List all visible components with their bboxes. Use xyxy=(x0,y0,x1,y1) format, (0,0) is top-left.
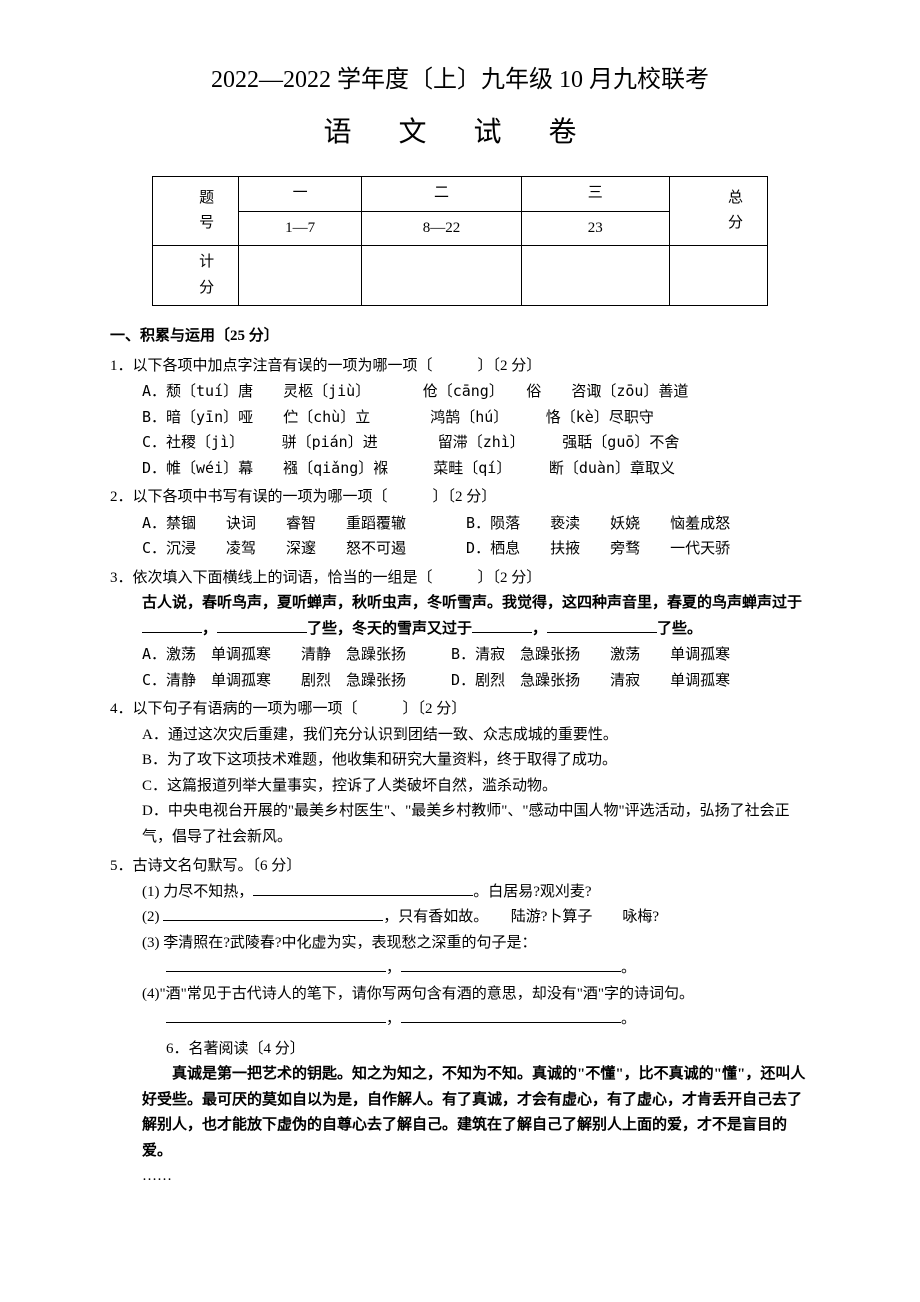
table-label-row1: 题 xyxy=(199,190,214,206)
q1-option-c: C．社稷〔jì〕 骈〔pián〕进 留滞〔zhì〕 强聒〔guō〕不舍 xyxy=(142,430,810,456)
q5-sub3-blank-2 xyxy=(401,971,621,972)
q4-option-c: C．这篇报道列举大量事实，控诉了人类破坏自然，滥杀动物。 xyxy=(142,774,810,800)
score-label-2: 分 xyxy=(199,280,214,296)
q5-sub4-blanks: ，。 xyxy=(110,1007,810,1033)
question-3: 3．依次填入下面横线上的词语，恰当的一组是〔 〕〔2 分〕 古人说，春听鸟声，夏… xyxy=(110,566,810,694)
q5-sub3-blank-1 xyxy=(166,971,386,972)
question-5: 5．古诗文名句默写。〔6 分〕 (1) 力尽不知热， 。白居易?观刈麦? (2) … xyxy=(110,854,810,1033)
q5-sub4-period: 。 xyxy=(621,1011,636,1027)
q1-option-b: B．暗〔yīn〕哑 伫〔chù〕立 鸿鹄〔hú〕 恪〔kè〕尽职守 xyxy=(142,405,810,431)
q3-blank-4 xyxy=(547,632,657,633)
q5-sub1: (1) 力尽不知热， 。白居易?观刈麦? xyxy=(110,880,810,906)
q3-blank-1 xyxy=(142,632,202,633)
q5-stem: 5．古诗文名句默写。〔6 分〕 xyxy=(110,854,810,880)
q5-sub3-comma: ， xyxy=(386,960,401,976)
score-cell-3 xyxy=(521,246,669,306)
q5-sub4-blank-2 xyxy=(401,1022,621,1023)
col-3-header: 三 xyxy=(521,177,669,212)
q1-stem: 1．以下各项中加点字注音有误的一项为哪一项〔 〕〔2 分〕 xyxy=(110,354,810,380)
q3-passage-prefix: 古人说，春听鸟声，夏听蝉声，秋听虫声，冬听雪声。我觉得，这四种声音里，春夏的鸟声… xyxy=(142,595,802,611)
q3-mid2: 了些，冬天的雪声又过于 xyxy=(307,621,472,637)
q5-sub2-suffix: ，只有香如故。 陆游?卜算子 咏梅? xyxy=(383,909,659,925)
q5-sub3-blanks: ，。 xyxy=(110,956,810,982)
question-6: 6．名著阅读〔4 分〕 真诚是第一把艺术的钥匙。知之为知之，不知为不知。真诚的"… xyxy=(110,1037,810,1190)
q3-c1: ， xyxy=(202,621,217,637)
q2-stem: 2．以下各项中书写有误的一项为哪一项〔 〕〔2 分〕 xyxy=(110,485,810,511)
q5-sub1-blank xyxy=(253,895,473,896)
q6-stem: 6．名著阅读〔4 分〕 xyxy=(110,1037,810,1063)
q3-passage: 古人说，春听鸟声，夏听蝉声，秋听虫声，冬听雪声。我觉得，这四种声音里，春夏的鸟声… xyxy=(110,591,810,642)
col-1-header: 一 xyxy=(239,177,362,212)
exam-title-main: 2022—2022 学年度〔上〕九年级 10 月九校联考 xyxy=(110,60,810,101)
question-4: 4．以下句子有语病的一项为哪一项〔 〕〔2 分〕 A．通过这次灾后重建，我们充分… xyxy=(110,697,810,850)
q5-sub2-prefix: (2) xyxy=(142,909,163,925)
q3-blank-2 xyxy=(217,632,307,633)
q5-sub4: (4)"酒"常见于古代诗人的笔下，请你写两句含有酒的意思，却没有"酒"字的诗词句… xyxy=(110,982,810,1008)
q3-suffix: 了些。 xyxy=(657,621,702,637)
question-1: 1．以下各项中加点字注音有误的一项为哪一项〔 〕〔2 分〕 A．颓〔tuí〕唐 … xyxy=(110,354,810,482)
q1-option-d: D．帷〔wéi〕幕 襁〔qiǎng〕褓 菜畦〔qí〕 断〔duàn〕章取义 xyxy=(142,456,810,482)
q5-sub1-prefix: (1) 力尽不知热， xyxy=(142,884,253,900)
col-1-range: 1—7 xyxy=(239,211,362,246)
total-label-1: 总 xyxy=(728,190,743,206)
q5-sub2-blank xyxy=(163,920,383,921)
q3-c2: ， xyxy=(532,621,547,637)
q2-line-2: C．沉浸 凌驾 深邃 怒不可遏 D．栖息 扶掖 旁骛 一代天骄 xyxy=(142,536,810,562)
q2-line-1: A．禁锢 诀词 睿智 重蹈覆辙 B．陨落 亵渎 妖娆 恼羞成怒 xyxy=(142,511,810,537)
score-cell-1 xyxy=(239,246,362,306)
score-cell-2 xyxy=(362,246,522,306)
q4-option-a: A．通过这次灾后重建，我们充分认识到团结一致、众志成城的重要性。 xyxy=(142,723,810,749)
q3-blank-3 xyxy=(472,632,532,633)
q5-sub1-suffix: 。白居易?观刈麦? xyxy=(473,884,591,900)
q1-option-a: A．颓〔tuí〕唐 灵柩〔jiù〕 伧〔cāng〕 俗 咨诹〔zōu〕善道 xyxy=(142,379,810,405)
q5-sub4-comma: ， xyxy=(386,1011,401,1027)
q3-line-1: A．激荡 单调孤寒 清静 急躁张扬 B．清寂 急躁张扬 激荡 单调孤寒 xyxy=(142,642,810,668)
table-label-row2: 号 xyxy=(199,215,214,231)
col-3-range: 23 xyxy=(521,211,669,246)
q5-sub2: (2) ，只有香如故。 陆游?卜算子 咏梅? xyxy=(110,905,810,931)
q4-stem: 4．以下句子有语病的一项为哪一项〔 〕〔2 分〕 xyxy=(110,697,810,723)
q4-option-b: B．为了攻下这项技术难题，他收集和研究大量资料，终于取得了成功。 xyxy=(142,748,810,774)
score-table: 题 号 一 二 三 总 分 1—7 8—22 23 计 分 xyxy=(152,176,768,306)
score-label-1: 计 xyxy=(199,254,214,270)
q5-sub4-blank-1 xyxy=(166,1022,386,1023)
col-2-range: 8—22 xyxy=(362,211,522,246)
exam-title-sub: 语 文 试 卷 xyxy=(110,109,810,157)
q6-passage: 真诚是第一把艺术的钥匙。知之为知之，不知为不知。真诚的"不懂"，比不真诚的"懂"… xyxy=(110,1062,810,1164)
col-2-header: 二 xyxy=(362,177,522,212)
q5-sub3-period: 。 xyxy=(621,960,636,976)
section-1-header: 一、积累与运用〔25 分〕 xyxy=(110,324,810,350)
q5-sub3: (3) 李清照在?武陵春?中化虚为实，表现愁之深重的句子是： xyxy=(110,931,810,957)
q6-ellipsis: …… xyxy=(110,1164,810,1190)
q3-line-2: C．清静 单调孤寒 剧烈 急躁张扬 D．剧烈 急躁张扬 清寂 单调孤寒 xyxy=(142,668,810,694)
q4-option-d: D．中央电视台开展的"最美乡村医生"、"最美乡村教师"、"感动中国人物"评选活动… xyxy=(142,799,810,850)
question-2: 2．以下各项中书写有误的一项为哪一项〔 〕〔2 分〕 A．禁锢 诀词 睿智 重蹈… xyxy=(110,485,810,562)
total-label-2: 分 xyxy=(728,215,743,231)
q3-stem: 3．依次填入下面横线上的词语，恰当的一组是〔 〕〔2 分〕 xyxy=(110,566,810,592)
score-cell-total xyxy=(669,246,767,306)
